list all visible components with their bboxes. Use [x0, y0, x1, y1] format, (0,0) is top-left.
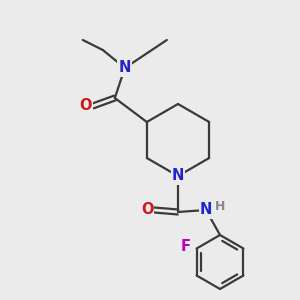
Text: H: H	[215, 200, 225, 212]
Text: N: N	[200, 202, 212, 217]
Text: F: F	[181, 239, 190, 254]
Text: N: N	[118, 61, 131, 76]
Text: O: O	[141, 202, 153, 217]
Text: N: N	[172, 169, 184, 184]
Text: O: O	[80, 98, 92, 112]
